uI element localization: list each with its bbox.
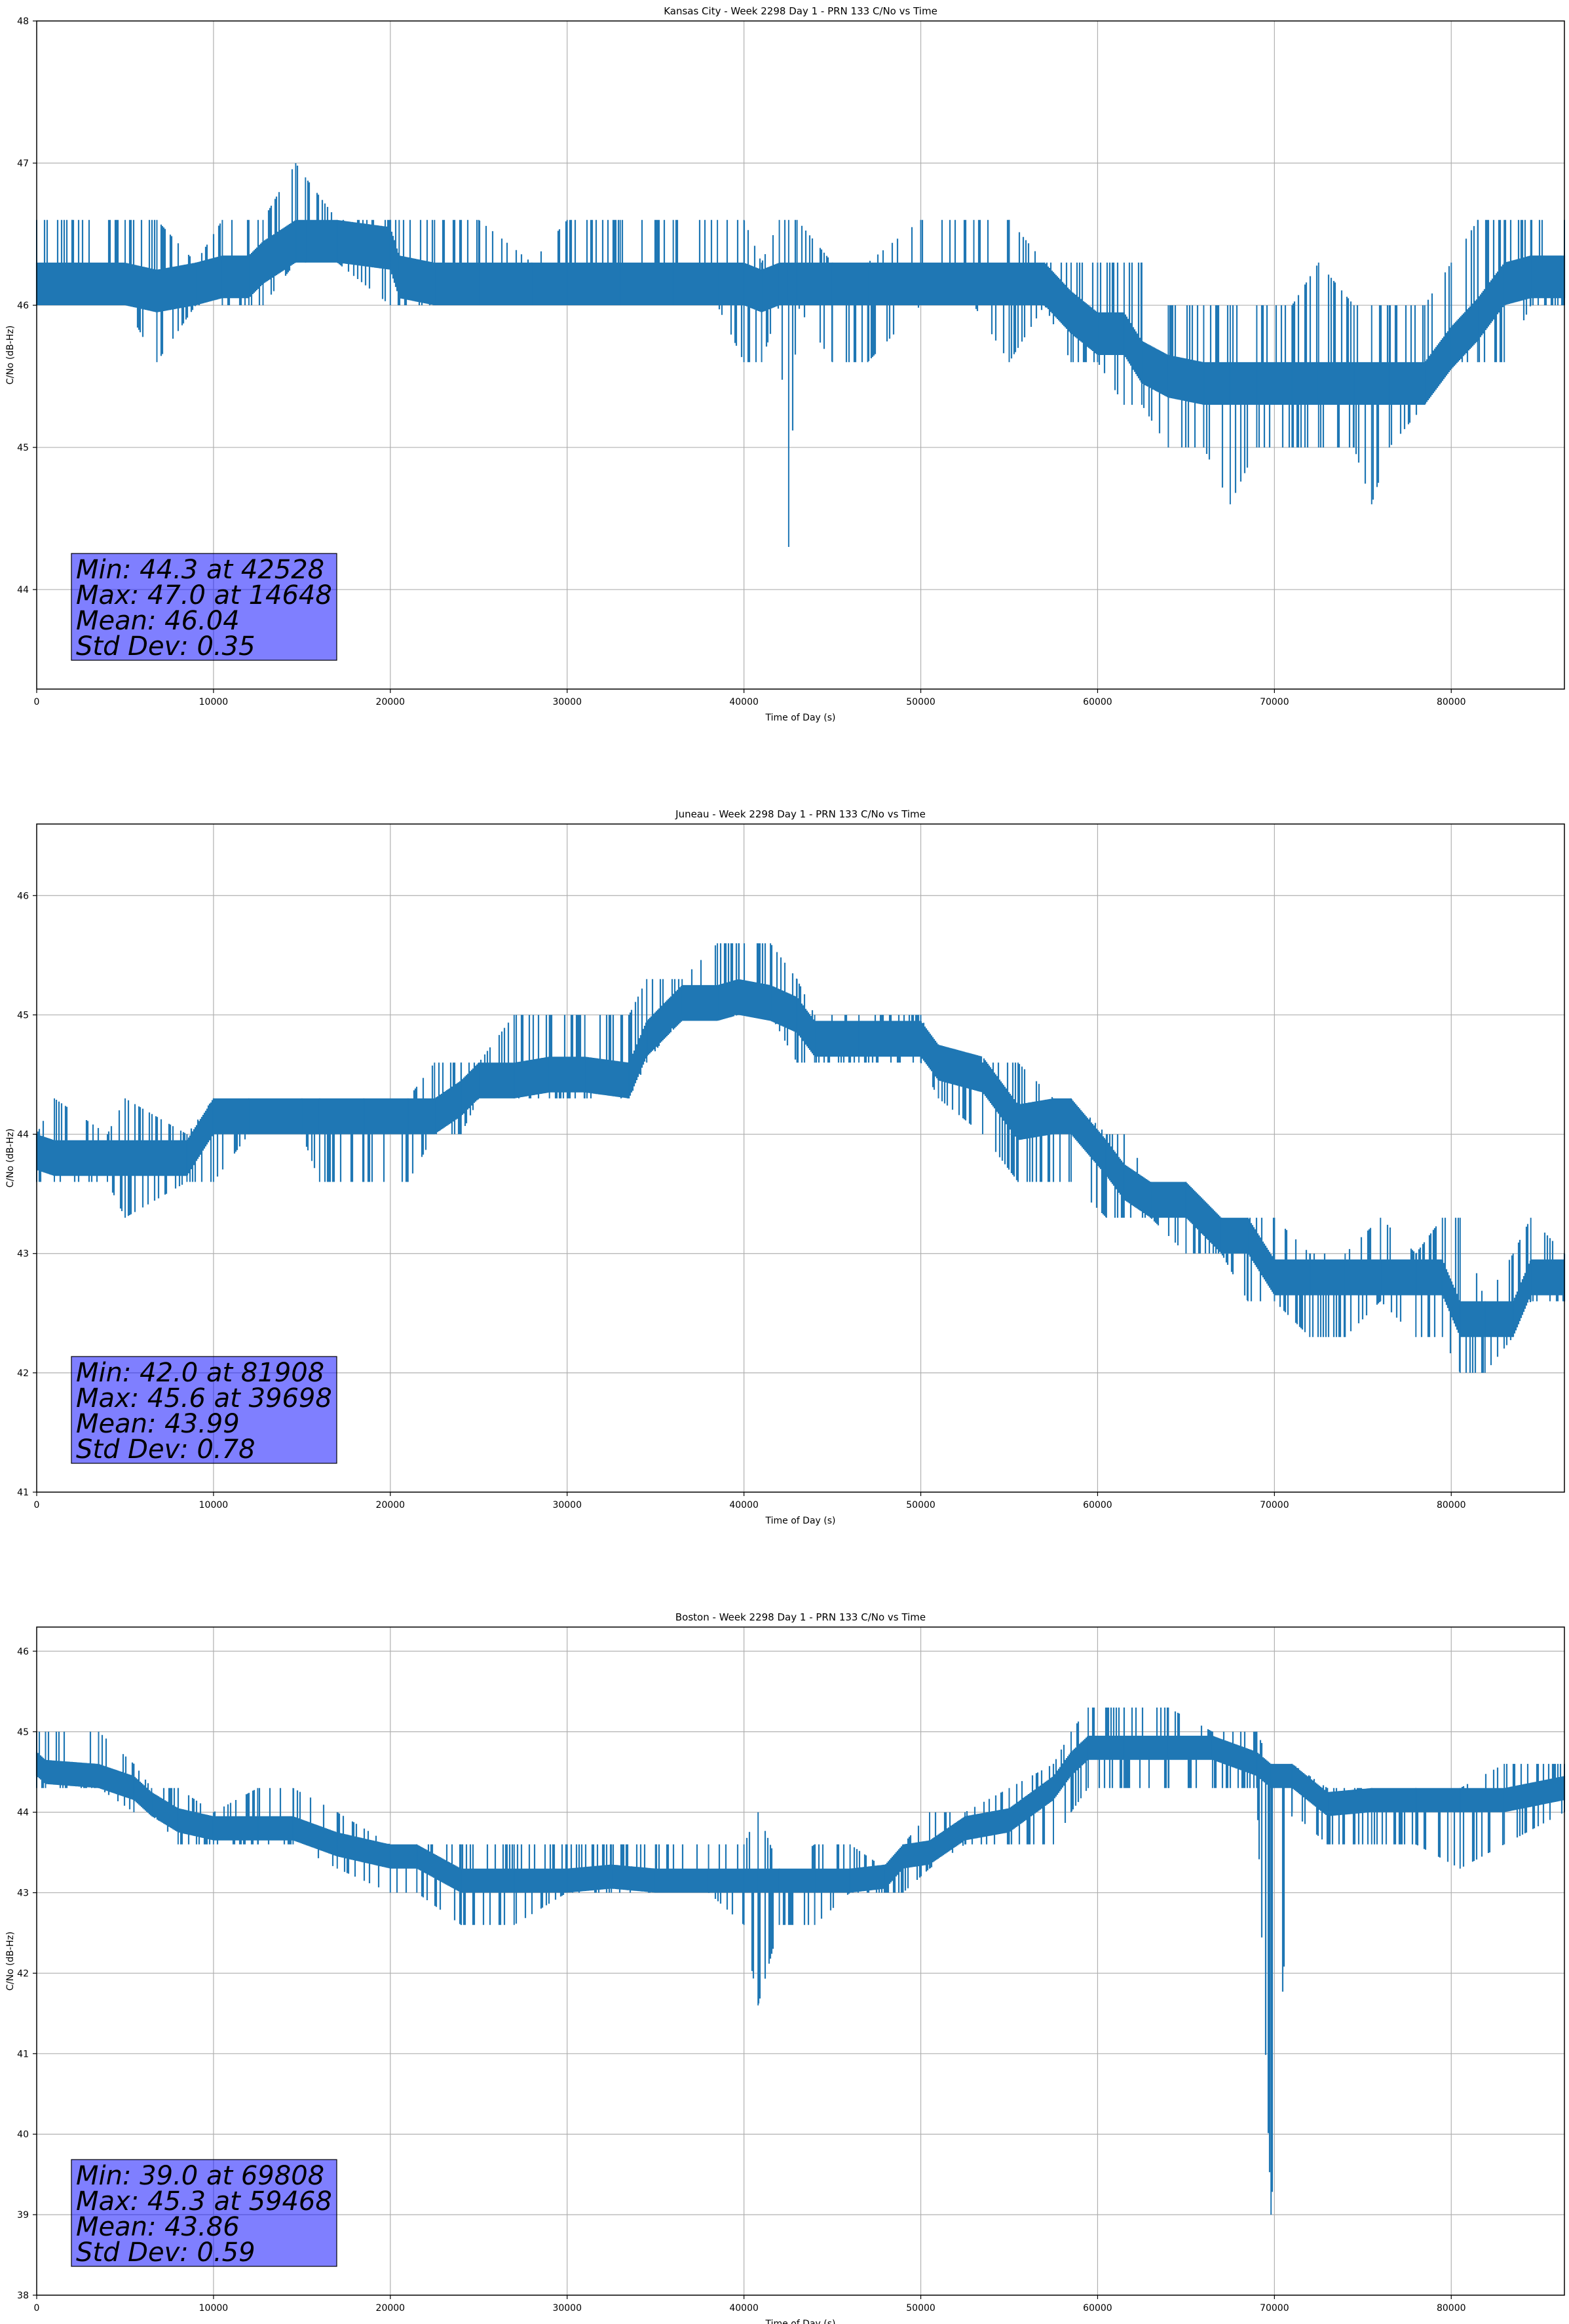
y-tick-label: 39 xyxy=(17,2210,29,2221)
chart-panel-1: 0 10000 20000 30000 40000 50000 60000 70000 8000… xyxy=(5,808,1566,1526)
stats-box xyxy=(71,1356,337,1464)
y-axis-label: C/No (dB-Hz) xyxy=(5,1932,16,1991)
chart-title: Juneau - Week 2298 Day 1 - PRN 133 C/No … xyxy=(675,808,926,820)
chart-title: Boston - Week 2298 Day 1 - PRN 133 C/No … xyxy=(675,1611,926,1623)
x-tick-label: 20000 xyxy=(376,2303,406,2314)
x-tick-label: 0 xyxy=(34,1500,40,1510)
x-tick-label: 60000 xyxy=(1083,697,1112,707)
y-tick-label: 44 xyxy=(17,1130,29,1140)
stats-box xyxy=(71,2159,337,2267)
stats-line: Min: 44.3 at 42528 xyxy=(76,555,324,585)
y-tick-label: 45 xyxy=(17,443,29,453)
x-tick-label: 60000 xyxy=(1083,2303,1112,2314)
x-tick-label: 10000 xyxy=(199,2303,229,2314)
x-axis-label: Time of Day (s) xyxy=(765,2319,836,2324)
y-tick-label: 46 xyxy=(17,1647,29,1657)
stats-line: Min: 42.0 at 81908 xyxy=(76,1358,324,1388)
data-series-line xyxy=(35,163,1566,547)
y-tick-label: 44 xyxy=(17,1808,29,1818)
cno-trace xyxy=(35,1707,1566,2192)
plot-frame xyxy=(36,20,1565,690)
y-tick-label: 44 xyxy=(17,585,29,595)
stats-line: Mean: 43.86 xyxy=(76,2212,240,2242)
y-axis-label: C/No (dB-Hz) xyxy=(5,1129,16,1188)
stats-line: Max: 47.0 at 14648 xyxy=(76,580,332,610)
x-axis-label: Time of Day (s) xyxy=(765,1516,836,1526)
data-series-line xyxy=(35,1707,1566,2215)
y-tick-label: 40 xyxy=(17,2129,29,2140)
cno-trace xyxy=(35,943,1566,1373)
chart-panel-0: 0 10000 20000 30000 40000 50000 60000 70000 8000… xyxy=(5,5,1566,723)
x-tick-label: 80000 xyxy=(1437,697,1466,707)
x-tick-label: 60000 xyxy=(1083,1500,1112,1510)
chart-title: Kansas City - Week 2298 Day 1 - PRN 133 … xyxy=(664,5,937,17)
data-series-line xyxy=(35,943,1566,1373)
x-tick-label: 70000 xyxy=(1260,2303,1289,2314)
x-tick-label: 70000 xyxy=(1260,1500,1289,1510)
stats-line: Std Dev: 0.78 xyxy=(76,1434,255,1465)
stats-line: Std Dev: 0.59 xyxy=(76,2238,255,2268)
y-tick-label: 42 xyxy=(17,1368,29,1379)
y-tick-label: 45 xyxy=(17,1010,29,1021)
x-tick-label: 10000 xyxy=(199,1500,229,1510)
y-tick-label: 41 xyxy=(17,2049,29,2059)
x-tick-label: 50000 xyxy=(906,697,936,707)
y-tick-label: 46 xyxy=(17,301,29,311)
stats-line: Mean: 43.99 xyxy=(76,1409,240,1439)
plot-frame xyxy=(36,823,1565,1493)
stats-line: Max: 45.3 at 59468 xyxy=(76,2186,332,2217)
x-tick-label: 40000 xyxy=(729,2303,759,2314)
x-tick-label: 30000 xyxy=(552,2303,582,2314)
stats-line: Max: 45.6 at 39698 xyxy=(76,1383,332,1414)
stats-line: Min: 39.0 at 69808 xyxy=(76,2161,324,2191)
y-tick-label: 46 xyxy=(17,891,29,901)
y-tick-label: 45 xyxy=(17,1727,29,1738)
x-tick-label: 40000 xyxy=(729,1500,759,1510)
x-tick-label: 10000 xyxy=(199,697,229,707)
plot-frame xyxy=(36,1626,1565,2296)
chart-panel-2: 0 10000 20000 30000 40000 50000 60000 70000 8000… xyxy=(5,1611,1566,2324)
y-tick-label: 43 xyxy=(17,1888,29,1899)
x-axis-label: Time of Day (s) xyxy=(765,713,836,723)
stats-line: Std Dev: 0.35 xyxy=(76,631,255,662)
x-tick-label: 30000 xyxy=(552,697,582,707)
cno-spikes xyxy=(36,1707,1565,2215)
x-tick-label: 40000 xyxy=(729,697,759,707)
x-tick-label: 50000 xyxy=(906,2303,936,2314)
x-tick-label: 30000 xyxy=(552,1500,582,1510)
x-tick-label: 80000 xyxy=(1437,2303,1466,2314)
x-tick-label: 70000 xyxy=(1260,697,1289,707)
y-tick-label: 48 xyxy=(17,16,29,27)
y-tick-label: 43 xyxy=(17,1249,29,1260)
x-tick-label: 20000 xyxy=(376,1500,406,1510)
x-tick-label: 20000 xyxy=(376,697,406,707)
stats-line: Mean: 46.04 xyxy=(76,606,240,636)
x-tick-label: 0 xyxy=(34,2303,40,2314)
x-tick-label: 50000 xyxy=(906,1500,936,1510)
y-axis-label: C/No (dB-Hz) xyxy=(5,326,16,384)
cno-trace xyxy=(35,165,1566,500)
y-tick-label: 47 xyxy=(17,159,29,169)
stats-box xyxy=(71,553,337,661)
y-tick-label: 41 xyxy=(17,1488,29,1498)
y-tick-label: 38 xyxy=(17,2291,29,2301)
x-tick-label: 0 xyxy=(34,697,40,707)
y-tick-label: 42 xyxy=(17,1968,29,1979)
x-tick-label: 80000 xyxy=(1437,1500,1466,1510)
